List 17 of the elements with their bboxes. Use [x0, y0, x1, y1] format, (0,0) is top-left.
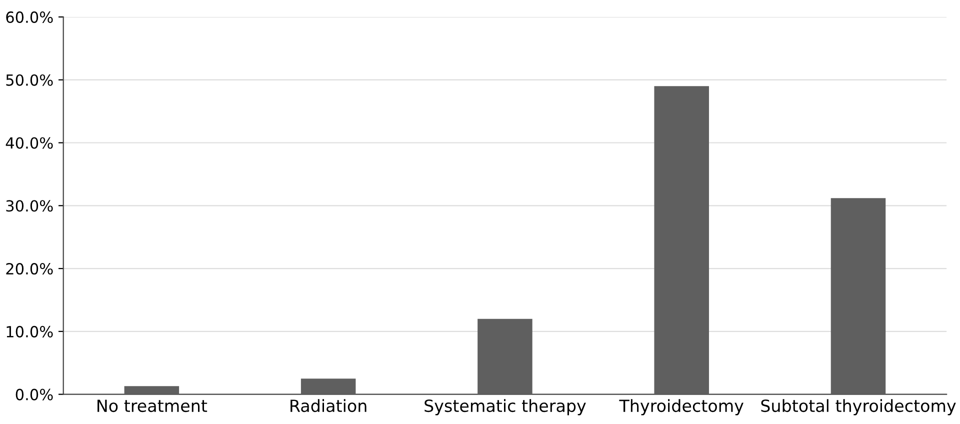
- bar: [654, 86, 709, 394]
- y-tick-label: 30.0%: [6, 200, 53, 212]
- y-tick-label: 50.0%: [6, 74, 53, 86]
- bar: [124, 386, 180, 394]
- x-tick-label: No treatment: [98, 400, 208, 412]
- x-tick-label: Subtotal thyroidectomy: [761, 399, 956, 416]
- y-tick-label: 20.0%: [6, 263, 53, 275]
- bar: [478, 318, 532, 394]
- bar: [830, 198, 886, 394]
- y-tick-label: 0.0%: [16, 388, 53, 400]
- bar: [300, 378, 356, 394]
- y-tick-label: 10.0%: [6, 326, 53, 338]
- x-tick-label: Systematic therapy: [424, 399, 586, 416]
- x-tick-label: Thyroidectomy: [619, 399, 744, 416]
- x-tick-label: Radiation: [290, 399, 366, 412]
- y-tick-label: 60.0%: [6, 11, 53, 23]
- y-tick-label: 40.0%: [6, 137, 53, 149]
